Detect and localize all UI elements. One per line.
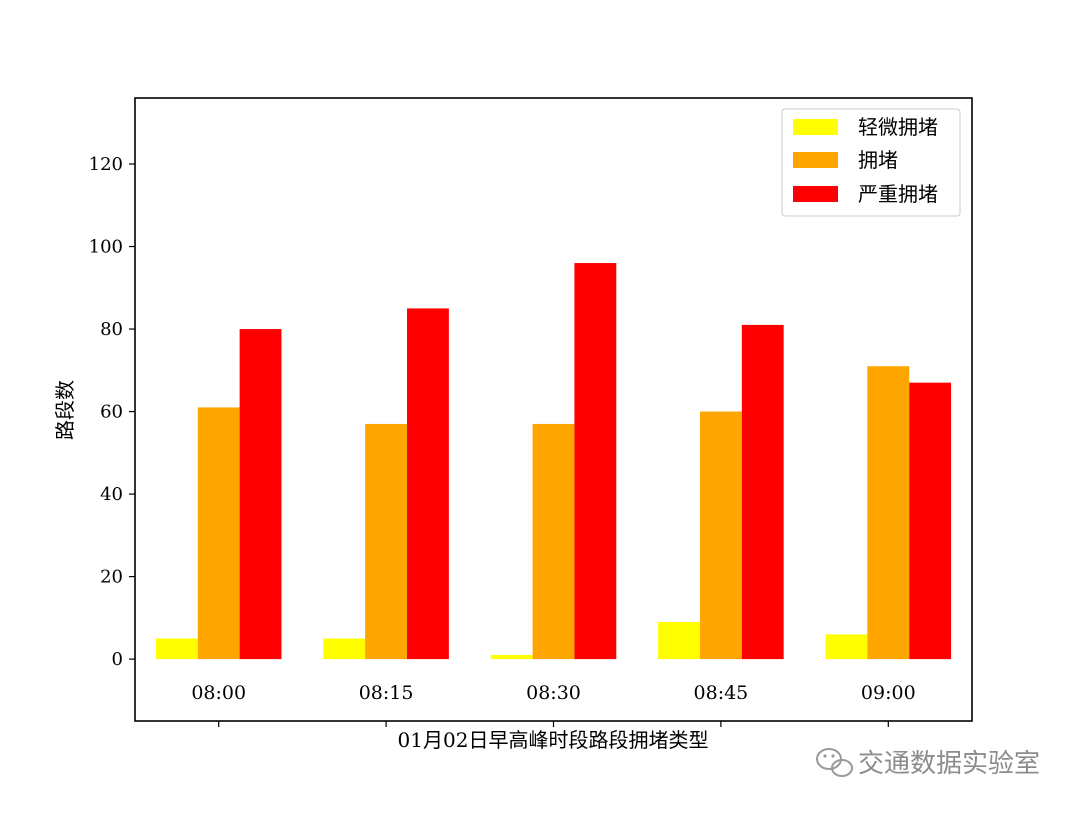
- ticks-layer: 0 20 40 60 80 100 120 08:00 08:15 08:30 08:45 09:00: [89, 154, 916, 727]
- bar-0800-series-0: [155, 638, 198, 660]
- bar-0900-series-0: [825, 634, 868, 660]
- bars-layer: [155, 263, 952, 660]
- x-axis-label: 01月02日早高峰时段路段拥堵类型: [398, 728, 709, 752]
- y-tick-label: 100: [89, 237, 123, 258]
- bar-0815-series-1: [365, 423, 408, 660]
- bar-0845-series-1: [699, 411, 742, 660]
- y-tick-label: 60: [100, 402, 123, 423]
- wechat-icon: [816, 748, 853, 777]
- bar-0845-series-2: [741, 324, 784, 660]
- x-tick-label: 08:15: [359, 682, 414, 704]
- bar-0900-series-2: [909, 382, 952, 660]
- y-tick-label: 80: [100, 319, 123, 340]
- x-tick-label: 08:45: [694, 682, 749, 704]
- y-tick-label: 120: [89, 154, 123, 175]
- legend-swatch-light: [793, 119, 838, 135]
- legend-swatch-severe: [793, 186, 838, 202]
- bar-0845-series-0: [658, 621, 700, 660]
- watermark-text: 交通数据实验室: [858, 749, 1040, 779]
- y-axis-label: 路段数: [53, 380, 77, 440]
- y-tick-label: 40: [100, 484, 123, 505]
- legend-label-severe: 严重拥堵: [858, 182, 938, 206]
- x-tick-label: 09:00: [861, 682, 916, 704]
- bar-0800-series-2: [239, 329, 282, 660]
- plot-frame: [134, 97, 973, 722]
- bar-0830-series-1: [532, 423, 575, 660]
- legend-label-medium: 拥堵: [858, 148, 898, 172]
- watermark: 交通数据实验室: [816, 748, 1040, 779]
- bar-0815-series-0: [323, 638, 366, 660]
- legend: 轻微拥堵 拥堵 严重拥堵: [781, 108, 961, 217]
- legend-swatch-medium: [793, 152, 838, 168]
- bar-0800-series-1: [197, 407, 240, 660]
- y-tick-label: 0: [112, 649, 123, 670]
- bar-0830-series-0: [490, 654, 533, 660]
- x-tick-label: 08:30: [526, 682, 581, 704]
- bar-0900-series-1: [867, 366, 910, 660]
- legend-label-light: 轻微拥堵: [858, 115, 938, 139]
- bar-0830-series-2: [574, 263, 617, 660]
- x-tick-label: 08:00: [191, 682, 246, 704]
- bar-0815-series-2: [407, 308, 449, 660]
- y-tick-label: 20: [100, 567, 123, 588]
